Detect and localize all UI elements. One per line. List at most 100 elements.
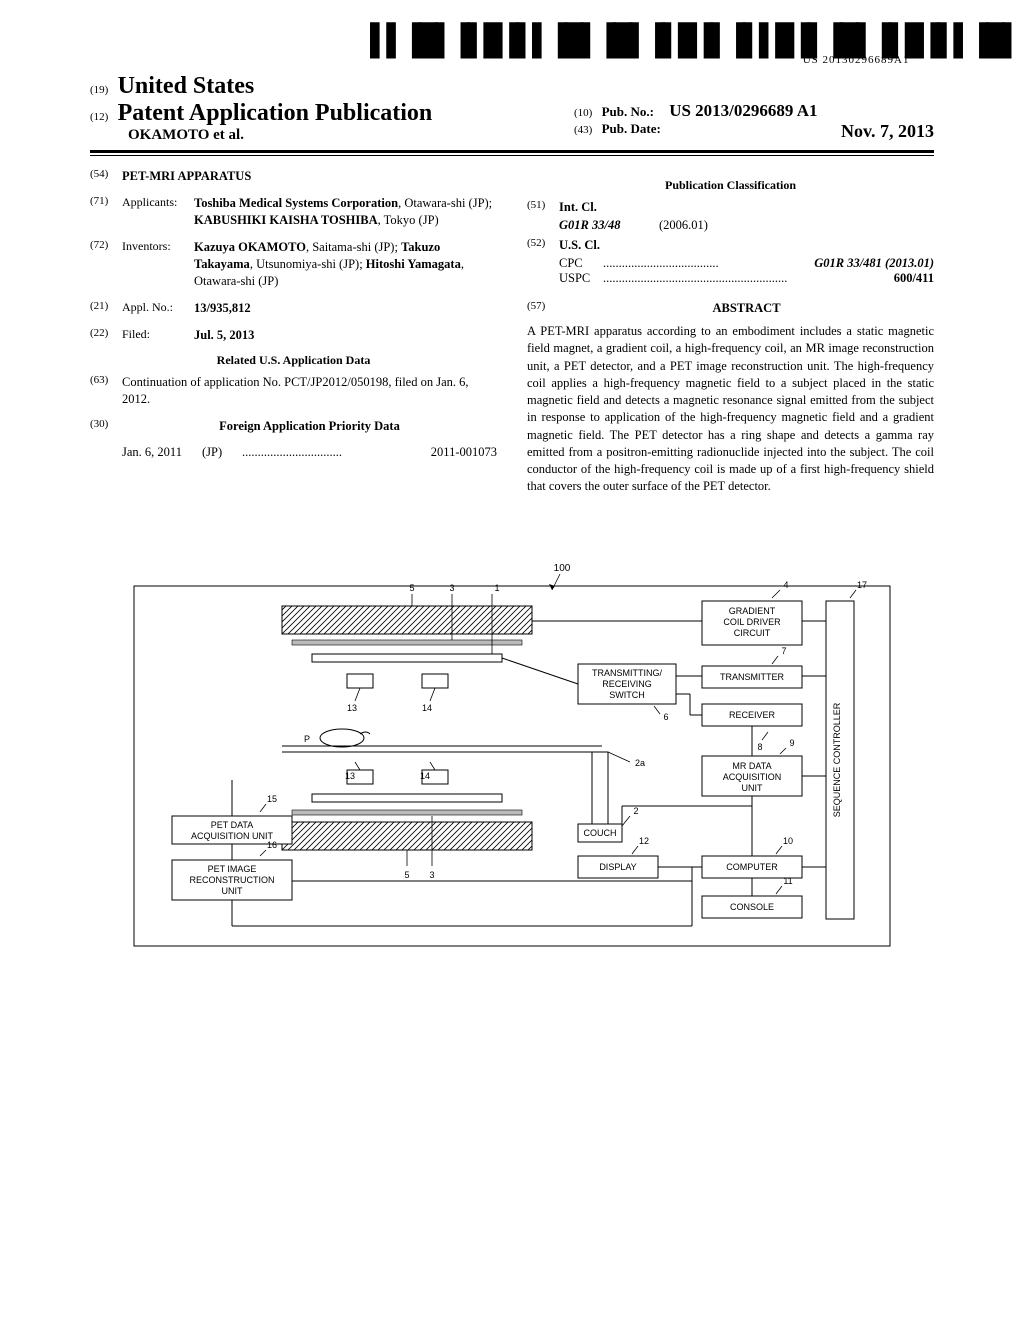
svg-text:RECEIVER: RECEIVER [729, 710, 776, 720]
svg-text:9: 9 [789, 738, 794, 748]
svg-text:12: 12 [639, 836, 649, 846]
svg-text:P: P [304, 734, 310, 744]
inventors-code: (72) [90, 239, 122, 290]
svg-text:14: 14 [422, 703, 432, 713]
svg-text:13: 13 [347, 703, 357, 713]
svg-text:3: 3 [449, 583, 454, 593]
svg-text:5: 5 [404, 870, 409, 880]
pub-code: (12) [90, 111, 108, 123]
related-title: Related U.S. Application Data [90, 353, 497, 368]
svg-text:1: 1 [494, 583, 499, 593]
svg-text:15: 15 [267, 794, 277, 804]
foreign-date: Jan. 6, 2011 [122, 445, 202, 460]
svg-text:COUCH: COUCH [584, 828, 617, 838]
svg-text:CIRCUIT: CIRCUIT [734, 628, 771, 638]
country: United States [118, 73, 255, 99]
barcode-region: ▌▌▐█▌▐▌█▐▌▌▐█▌▐█▌▐▌█▐▌▐▌▌█▐▌▐█▌▐▌█▐▌▌▐█▌… [370, 30, 934, 67]
pubdate-value: Nov. 7, 2013 [841, 121, 934, 142]
applicants-label: Applicants: [122, 195, 194, 229]
svg-text:RECONSTRUCTION: RECONSTRUCTION [190, 875, 275, 885]
uspc-val: 600/411 [894, 271, 934, 286]
body-columns: (54) PET-MRI APPARATUS (71) Applicants: … [90, 168, 934, 495]
svg-text:SEQUENCE CONTROLLER: SEQUENCE CONTROLLER [832, 702, 842, 817]
pubno-value: US 2013/0296689 A1 [669, 101, 817, 120]
svg-text:6: 6 [663, 712, 668, 722]
classification-title: Publication Classification [527, 178, 934, 193]
abstract-label: ABSTRACT [559, 300, 934, 317]
svg-text:PET IMAGE: PET IMAGE [208, 864, 257, 874]
header: (19) United States (12) Patent Applicati… [90, 73, 934, 144]
cpc-label: CPC [559, 256, 603, 271]
authors: OKAMOTO et al. [128, 127, 244, 143]
svg-text:ACQUISITION UNIT: ACQUISITION UNIT [191, 831, 274, 841]
applicants-code: (71) [90, 195, 122, 229]
related-text: Continuation of application No. PCT/JP20… [122, 374, 497, 408]
left-column: (54) PET-MRI APPARATUS (71) Applicants: … [90, 168, 497, 495]
right-column: Publication Classification (51) Int. Cl.… [527, 168, 934, 495]
svg-text:GRADIENT: GRADIENT [729, 606, 776, 616]
applno-label: Appl. No.: [122, 300, 194, 317]
country-code: (19) [90, 84, 108, 96]
foreign-title: Foreign Application Priority Data [122, 418, 497, 435]
inventors-label: Inventors: [122, 239, 194, 290]
divider [90, 150, 934, 156]
intcl-label: Int. Cl. [559, 199, 934, 216]
svg-text:PET DATA: PET DATA [211, 820, 254, 830]
foreign-num: 2011-001073 [431, 445, 497, 460]
uspc-label: USPC [559, 271, 603, 286]
intcl-class: G01R 33/48 [559, 218, 659, 233]
svg-text:2: 2 [633, 806, 638, 816]
svg-text:COIL DRIVER: COIL DRIVER [723, 617, 781, 627]
ref-100: 100 [554, 563, 571, 574]
filed: Jul. 5, 2013 [194, 327, 497, 344]
pubno-code: (10) [574, 107, 592, 119]
abstract-code: (57) [527, 300, 559, 317]
svg-text:10: 10 [783, 836, 793, 846]
svg-text:COMPUTER: COMPUTER [726, 862, 778, 872]
svg-text:7: 7 [781, 646, 786, 656]
svg-text:RECEIVING: RECEIVING [602, 679, 652, 689]
inventors: Kazuya OKAMOTO, Saitama-shi (JP); Takuzo… [194, 239, 497, 290]
foreign-country: (JP) [202, 445, 242, 460]
svg-text:CONSOLE: CONSOLE [730, 902, 774, 912]
uscl-label: U.S. Cl. [559, 237, 934, 254]
svg-text:14: 14 [420, 771, 430, 781]
applno-code: (21) [90, 300, 122, 317]
svg-text:MR DATA: MR DATA [732, 761, 771, 771]
svg-text:13: 13 [345, 771, 355, 781]
figure: 100 13 14 P 13 14 13 5 [90, 526, 934, 956]
foreign-code: (30) [90, 418, 122, 435]
svg-text:5: 5 [409, 583, 414, 593]
applicants: Toshiba Medical Systems Corporation, Ota… [194, 195, 497, 229]
svg-text:TRANSMITTING/: TRANSMITTING/ [592, 668, 662, 678]
svg-text:SWITCH: SWITCH [609, 690, 645, 700]
svg-text:16: 16 [267, 840, 277, 850]
pubdate-code: (43) [574, 124, 592, 136]
intcl-code: (51) [527, 199, 559, 216]
gantry-cross-section: 13 14 P 13 14 13 5 3 1 5 3 [282, 583, 602, 880]
intcl-year: (2006.01) [659, 218, 708, 233]
svg-text:3: 3 [429, 870, 434, 880]
svg-text:ACQUISITION: ACQUISITION [723, 772, 782, 782]
publication-title: Patent Application Publication [118, 100, 433, 126]
filed-code: (22) [90, 327, 122, 344]
svg-text:8: 8 [757, 742, 762, 752]
pubno-label: Pub. No.: [602, 104, 654, 119]
cpc-val: G01R 33/481 (2013.01) [814, 256, 934, 271]
abstract-text: A PET-MRI apparatus according to an embo… [527, 323, 934, 496]
svg-text:UNIT: UNIT [742, 783, 763, 793]
svg-text:TRANSMITTER: TRANSMITTER [720, 672, 784, 682]
invention-title: PET-MRI APPARATUS [122, 168, 497, 185]
pubdate-label: Pub. Date: [602, 121, 661, 136]
filed-label: Filed: [122, 327, 194, 344]
svg-text:2a: 2a [635, 758, 645, 768]
svg-text:17: 17 [857, 580, 867, 590]
uscl-code: (52) [527, 237, 559, 254]
svg-text:DISPLAY: DISPLAY [599, 862, 636, 872]
applno: 13/935,812 [194, 300, 497, 317]
svg-text:11: 11 [783, 876, 792, 886]
related-code: (63) [90, 374, 122, 408]
barcode-bars: ▌▌▐█▌▐▌█▐▌▌▐█▌▐█▌▐▌█▐▌▐▌▌█▐▌▐█▌▐▌█▐▌▌▐█▌… [370, 30, 1024, 52]
title-code: (54) [90, 168, 122, 185]
svg-text:UNIT: UNIT [222, 886, 243, 896]
